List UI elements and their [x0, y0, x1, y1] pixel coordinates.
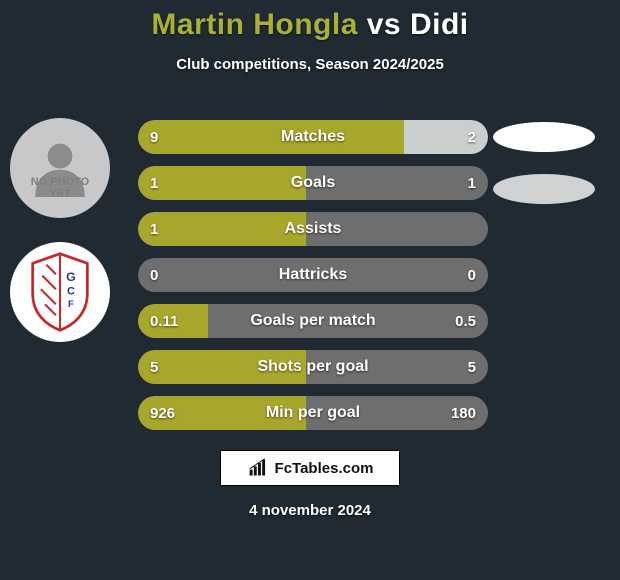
svg-text:C: C [67, 286, 75, 298]
stat-label: Goals [138, 166, 488, 200]
branding-badge[interactable]: FcTables.com [220, 450, 400, 486]
stat-value-right: 0 [468, 258, 476, 292]
stat-value-right: 1 [468, 166, 476, 200]
stat-value-left: 9 [150, 120, 158, 154]
ellipse-column-right [486, 122, 602, 204]
avatar-column: NO PHOTO YET G C F [6, 118, 114, 342]
stat-value-right: 180 [451, 396, 476, 430]
stat-value-left: 5 [150, 350, 158, 384]
player-avatar-left: NO PHOTO YET [10, 118, 110, 218]
bar-chart-icon [247, 458, 269, 478]
stat-value-left: 0.11 [150, 304, 178, 338]
stat-value-left: 1 [150, 166, 158, 200]
club-crest-left: G C F [10, 242, 110, 342]
stat-label: Goals per match [138, 304, 488, 338]
stat-row: Goals per match0.11 0.5 [138, 304, 488, 338]
stat-bars: Matches92Goals11Assists1Hattricks00Goals… [138, 120, 488, 430]
stat-label: Min per goal [138, 396, 488, 430]
comparison-card: Martin Hongla vs Didi Club competitions,… [0, 0, 620, 580]
stat-row: Min per goal926 180 [138, 396, 488, 430]
svg-text:F: F [68, 299, 74, 310]
stat-label: Assists [138, 212, 488, 246]
stat-value-left: 926 [150, 396, 175, 430]
stat-value-right: 2 [468, 120, 476, 154]
ellipse-bottom [493, 174, 595, 204]
stat-row: Goals1 1 [138, 166, 488, 200]
title-player-left: Martin Hongla [151, 8, 358, 41]
stat-label: Shots per goal [138, 350, 488, 384]
stat-value-right: 5 [468, 350, 476, 384]
stat-row: Assists1 [138, 212, 488, 246]
stat-row: Matches9 2 [138, 120, 488, 154]
title-sep: vs [358, 8, 410, 41]
svg-text:G: G [66, 270, 76, 284]
ellipse-top [493, 122, 595, 152]
page-title: Martin Hongla vs Didi [0, 8, 620, 42]
stat-label: Hattricks [138, 258, 488, 292]
date-label: 4 november 2024 [0, 502, 620, 519]
no-photo-label: NO PHOTO YET [31, 177, 89, 200]
stat-label: Matches [138, 120, 488, 154]
stat-value-left: 1 [150, 212, 158, 246]
stat-value-left: 0 [150, 258, 158, 292]
stat-value-right: 0.5 [455, 304, 476, 338]
title-player-right: Didi [410, 8, 469, 41]
stat-row: Hattricks0 0 [138, 258, 488, 292]
club-shield-icon: G C F [24, 251, 96, 333]
stat-row: Shots per goal5 5 [138, 350, 488, 384]
branding-text: FcTables.com [275, 460, 374, 477]
subtitle: Club competitions, Season 2024/2025 [0, 56, 620, 73]
